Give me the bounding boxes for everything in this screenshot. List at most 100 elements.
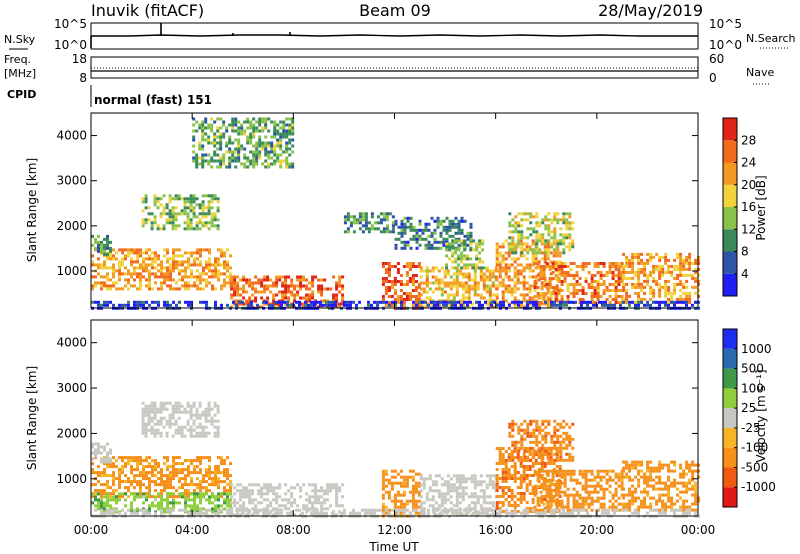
velocity-cell	[458, 492, 462, 496]
velocity-cell	[217, 495, 220, 499]
power-cell	[451, 219, 455, 223]
power-cell	[222, 120, 226, 124]
power-cell	[142, 260, 145, 264]
velocity-cell	[210, 407, 214, 411]
velocity-cell	[169, 480, 172, 484]
velocity-cell	[402, 475, 406, 479]
power-cell	[236, 287, 240, 291]
power-cell	[556, 212, 560, 216]
power-cell	[473, 284, 477, 288]
power-cell	[103, 246, 106, 250]
power-cell	[685, 255, 689, 259]
velocity-cell	[411, 484, 415, 488]
power-cell	[349, 300, 352, 304]
velocity-cell	[537, 468, 541, 471]
power-cell	[211, 284, 214, 288]
power-cell	[384, 262, 388, 265]
velocity-cell	[195, 407, 199, 411]
power-cell	[520, 251, 524, 255]
power-cell	[414, 301, 418, 304]
velocity-cell	[199, 501, 202, 505]
power-cell	[237, 141, 241, 145]
velocity-cell	[533, 508, 537, 512]
velocity-cell	[558, 468, 562, 471]
power-cell	[419, 266, 423, 270]
velocity-cell	[109, 462, 112, 466]
velocity-cell	[184, 501, 187, 505]
power-cell	[555, 251, 559, 255]
power-cell	[637, 273, 641, 277]
power-cell	[287, 305, 291, 309]
power-cell	[676, 264, 680, 268]
power-cell	[184, 300, 187, 304]
power-cell	[667, 285, 671, 289]
velocity-cell	[522, 471, 526, 474]
velocity-cell	[290, 501, 294, 505]
velocity-cell	[470, 474, 474, 478]
power-cell	[614, 289, 618, 292]
power-cell	[268, 303, 271, 307]
power-cell	[549, 305, 553, 309]
velocity-cell	[141, 413, 145, 417]
velocity-cell	[208, 468, 211, 472]
velocity-cell	[196, 471, 199, 475]
power-cell	[427, 228, 431, 232]
velocity-cell	[507, 453, 511, 456]
power-cell	[124, 303, 127, 307]
velocity-cell	[544, 419, 548, 423]
power-cell	[531, 254, 535, 258]
power-cell	[554, 298, 558, 301]
power-cell	[148, 248, 151, 252]
power-cell	[272, 299, 276, 303]
power-cell	[228, 138, 232, 142]
power-cell	[448, 257, 452, 261]
power-cell	[637, 279, 641, 283]
power-cell	[249, 123, 253, 127]
power-cell	[106, 272, 109, 276]
power-cell	[192, 123, 196, 127]
power-cell	[171, 227, 175, 231]
power-cell	[201, 200, 205, 204]
velocity-cell	[106, 480, 109, 484]
power-cell	[219, 135, 223, 139]
power-cell	[139, 275, 142, 279]
power-cell	[479, 278, 483, 282]
velocity-cell	[402, 478, 406, 482]
velocity-cell	[568, 455, 572, 459]
velocity-cell	[211, 477, 214, 481]
power-cell	[418, 234, 422, 238]
power-cell	[457, 263, 461, 267]
power-cell	[523, 218, 527, 222]
power-cell	[201, 165, 205, 169]
velocity-cell	[192, 422, 196, 426]
power-cell	[291, 165, 295, 169]
power-cell	[557, 289, 561, 292]
velocity-cell	[169, 483, 172, 487]
power-cell	[461, 275, 465, 279]
velocity-cell	[156, 419, 160, 423]
power-cell	[175, 254, 178, 258]
velocity-cell	[311, 513, 315, 517]
power-cell	[190, 284, 193, 288]
velocity-cell	[160, 492, 163, 496]
power-cell	[341, 275, 345, 279]
power-cell	[346, 300, 349, 304]
power-cell	[531, 260, 535, 264]
power-cell	[247, 303, 250, 307]
velocity-cell	[97, 504, 100, 508]
power-cell	[257, 281, 261, 285]
velocity-cell	[335, 492, 339, 496]
power-cell	[652, 279, 656, 283]
velocity-cell	[130, 471, 133, 475]
power-cell	[578, 283, 582, 286]
power-cell	[288, 165, 292, 169]
power-cell	[563, 262, 567, 265]
velocity-cell	[106, 462, 109, 466]
power-cell	[405, 280, 409, 283]
power-cell	[673, 276, 677, 280]
power-cell	[646, 276, 650, 280]
power-cell	[467, 293, 471, 297]
power-cell	[694, 300, 697, 304]
power-cell	[285, 162, 289, 166]
power-cell	[631, 300, 634, 304]
